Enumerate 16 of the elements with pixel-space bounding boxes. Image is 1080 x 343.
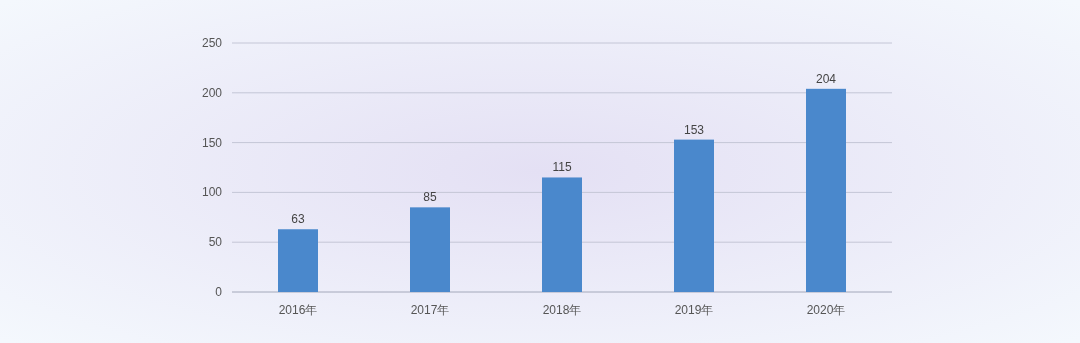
x-tick-label: 2020年 [806,303,846,317]
y-tick-label: 100 [201,185,223,200]
y-tick-label: 150 [201,135,223,150]
x-tick-label: 2018年 [542,303,582,317]
x-tick-label: 2016年 [278,303,318,317]
x-tick-label: 2019年 [674,303,714,317]
y-tick-label: 200 [201,85,223,100]
data-label: 85 [423,190,437,205]
data-label: 115 [552,160,572,175]
y-tick-label: 250 [201,36,223,50]
data-label: 153 [683,122,705,137]
y-tick-label: 50 [208,235,223,250]
y-tick-label: 0 [215,285,223,299]
data-label: 204 [815,71,837,86]
x-tick-label: 2017年 [410,303,450,317]
data-label: 63 [291,212,305,227]
